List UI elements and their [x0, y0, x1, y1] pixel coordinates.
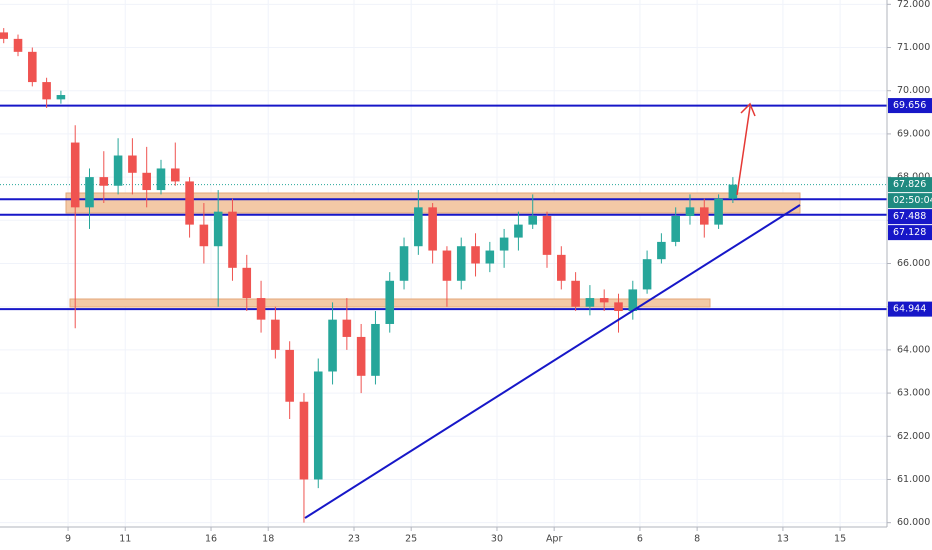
candle-body	[585, 298, 595, 307]
candle-body	[156, 168, 166, 191]
x-tick-label: 23	[348, 534, 360, 545]
y-tick-label: 63.000	[897, 388, 930, 399]
y-tick-label: 71.000	[897, 42, 930, 53]
candle-body	[128, 155, 137, 173]
last-price-label-bg	[888, 177, 932, 193]
trend-line	[304, 204, 801, 519]
y-tick-label: 62.000	[897, 431, 930, 442]
candle-body	[371, 323, 380, 376]
x-tick-label: 6	[637, 534, 643, 545]
last-price-label: 67.826	[893, 179, 926, 190]
candle-body	[199, 224, 209, 247]
candle-body	[714, 198, 723, 225]
price-line-label: 69.656	[893, 100, 926, 111]
y-tick-label: 60.000	[897, 517, 930, 528]
candle-body	[628, 289, 638, 312]
x-tick-label: 30	[491, 534, 503, 545]
price-line-label: 67.488	[893, 211, 926, 222]
candle-body	[185, 181, 194, 225]
price-line-label: 64.944	[893, 304, 926, 315]
candle-body	[271, 319, 280, 350]
candle-body	[414, 207, 423, 247]
candle-body	[456, 246, 466, 281]
x-tick-label: 8	[694, 534, 700, 545]
y-tick-label: 70.000	[897, 85, 930, 96]
candles	[0, 28, 738, 523]
price-tags: 69.656 67.826 02:50:04 67.488 67.128 64.944	[888, 98, 932, 317]
candle-body	[28, 51, 37, 83]
arrow-head	[740, 102, 756, 117]
candle-body	[0, 32, 9, 39]
candle-body	[242, 267, 252, 299]
target-arrow	[736, 102, 756, 196]
candle-body	[142, 172, 151, 191]
y-tick-label: 68.000	[897, 172, 930, 183]
x-tick-label: 16	[205, 534, 217, 545]
price-line-label-bg	[888, 209, 932, 225]
candle-body	[285, 349, 294, 402]
countdown-label-bg	[888, 193, 932, 209]
candle-body	[13, 38, 23, 52]
countdown-label: 02:50:04	[893, 195, 932, 206]
x-tick-label: 9	[65, 534, 71, 545]
x-tick-label: 11	[119, 534, 131, 545]
price-lines	[0, 104, 887, 311]
candle-body	[728, 184, 738, 199]
candle-body	[328, 319, 337, 372]
candle-body	[485, 250, 495, 264]
candle-body	[671, 215, 680, 242]
x-tick-label: 25	[405, 534, 417, 545]
candle-body	[342, 319, 352, 337]
candle-body	[56, 95, 66, 100]
candle-body	[528, 215, 538, 225]
candle-body	[442, 250, 452, 281]
candle-body	[657, 241, 666, 260]
x-tick-label: 13	[777, 534, 789, 545]
price-line-label: 67.128	[893, 227, 926, 238]
candle-body	[499, 237, 509, 251]
candle-body	[642, 259, 652, 290]
candle-body	[571, 280, 580, 307]
candle-body	[428, 207, 437, 251]
candle-body	[113, 155, 123, 186]
y-tick-label: 66.000	[897, 258, 930, 269]
candle-body	[514, 224, 523, 238]
candle-body	[70, 142, 80, 208]
time-axis	[0, 527, 932, 550]
candle-body	[213, 211, 223, 247]
y-tick-label: 64.000	[897, 344, 930, 355]
candle-body	[699, 207, 709, 225]
y-tick-label: 72.000	[897, 0, 930, 10]
candle-body	[170, 168, 180, 182]
candle-body	[385, 280, 395, 324]
candle-body	[42, 82, 51, 100]
candle-body	[399, 246, 409, 281]
candle-body	[471, 246, 480, 264]
price-line-label-bg	[888, 98, 932, 114]
candle-body	[557, 254, 566, 281]
y-tick-label: 69.000	[897, 128, 930, 139]
candle-body	[685, 207, 695, 216]
y-tick-label: 61.000	[897, 474, 930, 485]
price-line-label-bg	[888, 301, 932, 317]
candle-body	[256, 298, 266, 320]
candle-body	[299, 401, 309, 480]
x-tick-label: Apr	[546, 534, 563, 545]
candle-body	[85, 177, 94, 208]
candle-body	[99, 177, 109, 186]
price-line-label-bg	[888, 225, 932, 241]
price-axis	[887, 0, 932, 550]
x-tick-label: 15	[834, 534, 846, 545]
candle-body	[313, 371, 323, 480]
candle-body	[542, 215, 552, 255]
arrow-shaft	[736, 106, 751, 196]
candle-body	[228, 211, 237, 268]
candle-body	[599, 298, 609, 303]
candle-body	[356, 336, 366, 376]
x-tick-label: 18	[262, 534, 274, 545]
candle-body	[614, 302, 623, 312]
